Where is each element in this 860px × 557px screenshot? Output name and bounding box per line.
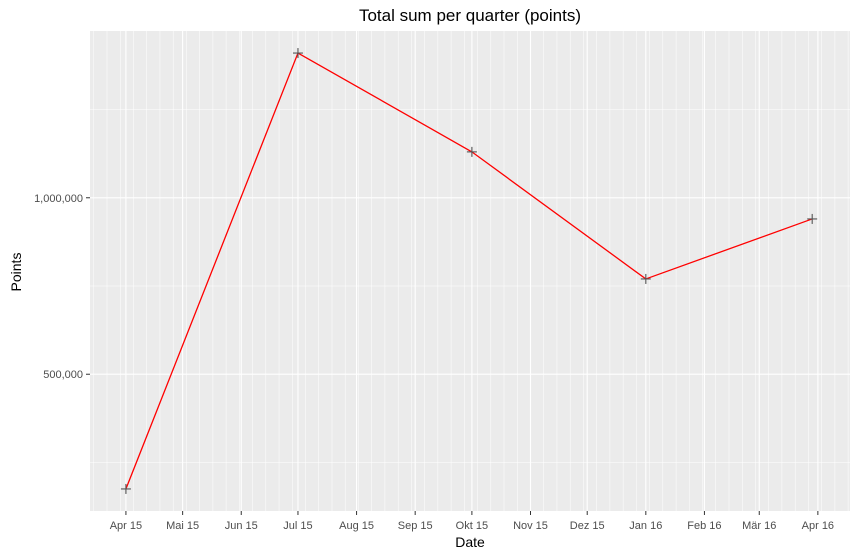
- grid-lines: [90, 31, 850, 511]
- x-tick-label: Nov 15: [513, 520, 548, 532]
- y-tick-label: 500,000: [43, 369, 83, 381]
- x-tick-label: Mär 16: [742, 520, 776, 532]
- x-axis-label: Date: [455, 534, 485, 550]
- data-point-marker: [120, 483, 131, 494]
- data-point-marker: [292, 48, 303, 59]
- data-point-marker: [640, 273, 651, 284]
- x-tick-label: Feb 16: [687, 520, 721, 532]
- x-tick-label: Okt 15: [456, 520, 488, 532]
- x-tick-label: Aug 15: [339, 520, 374, 532]
- x-tick-label: Mai 15: [166, 520, 199, 532]
- y-tick-label: 1,000,000: [34, 193, 83, 205]
- y-axis: 500,000 1,000,000: [34, 193, 90, 381]
- x-tick-label: Jan 16: [629, 520, 662, 532]
- y-axis-label: Points: [8, 253, 24, 292]
- series-layer: [120, 48, 818, 494]
- x-tick-label: Apr 16: [802, 520, 834, 532]
- x-axis: Apr 15 Mai 15 Jun 15 Jul 15 Aug 15 Sep 15 Okt …: [110, 511, 834, 532]
- panel-background: [90, 31, 850, 511]
- x-tick-label: Apr 15: [110, 520, 142, 532]
- x-tick-label: Jun 15: [225, 520, 258, 532]
- data-point-marker: [807, 213, 818, 224]
- chart-title: Total sum per quarter (points): [359, 6, 581, 25]
- plot-panel: [90, 31, 850, 511]
- data-point-marker: [466, 146, 477, 157]
- x-tick-label: Sep 15: [398, 520, 433, 532]
- x-tick-label: Dez 15: [570, 520, 605, 532]
- x-tick-label: Jul 15: [283, 520, 312, 532]
